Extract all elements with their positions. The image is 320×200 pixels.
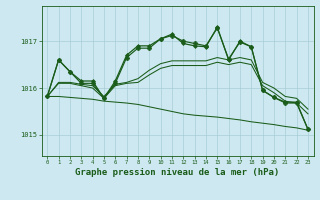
X-axis label: Graphe pression niveau de la mer (hPa): Graphe pression niveau de la mer (hPa) [76, 168, 280, 177]
